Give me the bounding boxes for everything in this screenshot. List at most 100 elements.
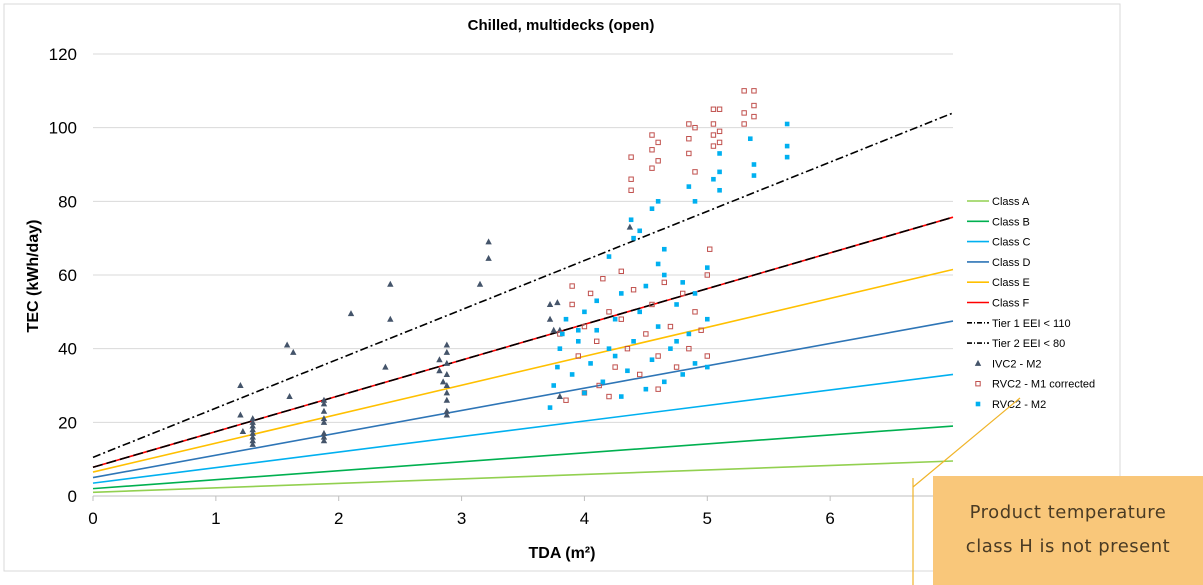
data-point (649, 132, 655, 138)
data-point (704, 272, 710, 278)
legend-label: Class E (992, 277, 1030, 289)
data-point (704, 364, 710, 370)
data-point (443, 407, 451, 414)
legend-label: Class D (992, 257, 1031, 269)
y-tick-label: 100 (49, 119, 77, 138)
data-point (716, 139, 723, 146)
data-point (716, 128, 723, 135)
data-point (649, 357, 655, 363)
data-point (751, 102, 757, 109)
data-point (686, 150, 692, 157)
data-point (290, 348, 297, 355)
series-line (92, 112, 954, 459)
data-point (626, 223, 634, 230)
data-point (716, 106, 723, 112)
x-axis-label: TDA (m²) (529, 545, 596, 562)
data-point (594, 327, 600, 333)
data-point (237, 382, 244, 388)
data-point (707, 246, 713, 252)
data-point (563, 316, 569, 322)
data-point (628, 154, 634, 160)
data-point (612, 364, 618, 370)
data-point (476, 280, 484, 287)
legend-label: RVC2 - M2 (992, 399, 1046, 411)
data-point (717, 187, 722, 193)
data-point (686, 121, 692, 127)
data-point (443, 348, 451, 355)
data-point (600, 379, 606, 385)
data-point (320, 433, 328, 440)
data-point (710, 143, 717, 149)
data-point (661, 246, 667, 252)
data-point (741, 110, 747, 116)
legend-label: Class F (992, 298, 1030, 310)
data-point (717, 169, 722, 175)
data-point (710, 106, 717, 112)
data-point (249, 418, 256, 425)
data-point (692, 291, 698, 296)
y-tick-label: 20 (58, 413, 77, 432)
callout-line-1: Product temperature (969, 502, 1167, 523)
data-point (320, 437, 328, 444)
data-point (741, 88, 747, 94)
data-point (784, 143, 790, 149)
data-point (575, 327, 581, 333)
data-point (582, 390, 587, 396)
legend-marker-swatch (975, 381, 981, 387)
data-point (680, 280, 686, 285)
data-point (283, 341, 291, 348)
callout-line-2: class H is not present (965, 536, 1171, 557)
data-point (612, 353, 618, 359)
x-tick-label: 4 (580, 509, 589, 528)
data-point (249, 415, 256, 422)
data-point (618, 291, 624, 296)
data-point (575, 339, 581, 344)
legend-label: IVC2 - M2 (992, 358, 1042, 370)
data-point (550, 326, 557, 333)
chart-title: Chilled, multidecks (open) (468, 17, 655, 34)
data-point (667, 323, 674, 330)
legend-label: RVC2 - M1 corrected (992, 379, 1095, 391)
legend-marker-swatch (975, 401, 981, 407)
x-tick-label: 1 (211, 509, 220, 528)
data-point (588, 361, 593, 366)
data-point (443, 370, 451, 377)
data-point (581, 323, 588, 330)
data-point (649, 165, 655, 171)
series-line (92, 216, 954, 469)
data-point (551, 383, 557, 388)
data-point (784, 121, 790, 127)
callout-note: Product temperature class H is not prese… (933, 476, 1203, 585)
data-point (637, 371, 643, 378)
data-point (751, 173, 757, 178)
data-point (711, 176, 716, 182)
data-point (249, 433, 256, 440)
data-point (569, 283, 575, 289)
data-point (382, 363, 389, 370)
data-point (649, 206, 655, 211)
legend-label: Class C (992, 237, 1031, 249)
data-point (320, 407, 328, 414)
data-point (710, 132, 717, 138)
data-point (485, 254, 492, 261)
data-point (443, 411, 451, 418)
data-point (637, 309, 643, 315)
data-point (686, 345, 692, 352)
data-point (249, 429, 256, 436)
data-point (439, 378, 447, 385)
data-point (546, 300, 554, 307)
data-point (618, 268, 624, 275)
data-point (751, 88, 757, 94)
data-point (618, 394, 624, 399)
legend-label: Class A (992, 196, 1030, 208)
data-point (661, 379, 667, 385)
y-tick-label: 120 (49, 45, 77, 64)
data-point (436, 367, 443, 374)
data-point (704, 353, 710, 359)
series-line (92, 373, 954, 484)
data-point (655, 261, 661, 267)
x-tick-label: 5 (703, 509, 712, 528)
data-point (668, 346, 673, 351)
data-point (655, 199, 661, 204)
